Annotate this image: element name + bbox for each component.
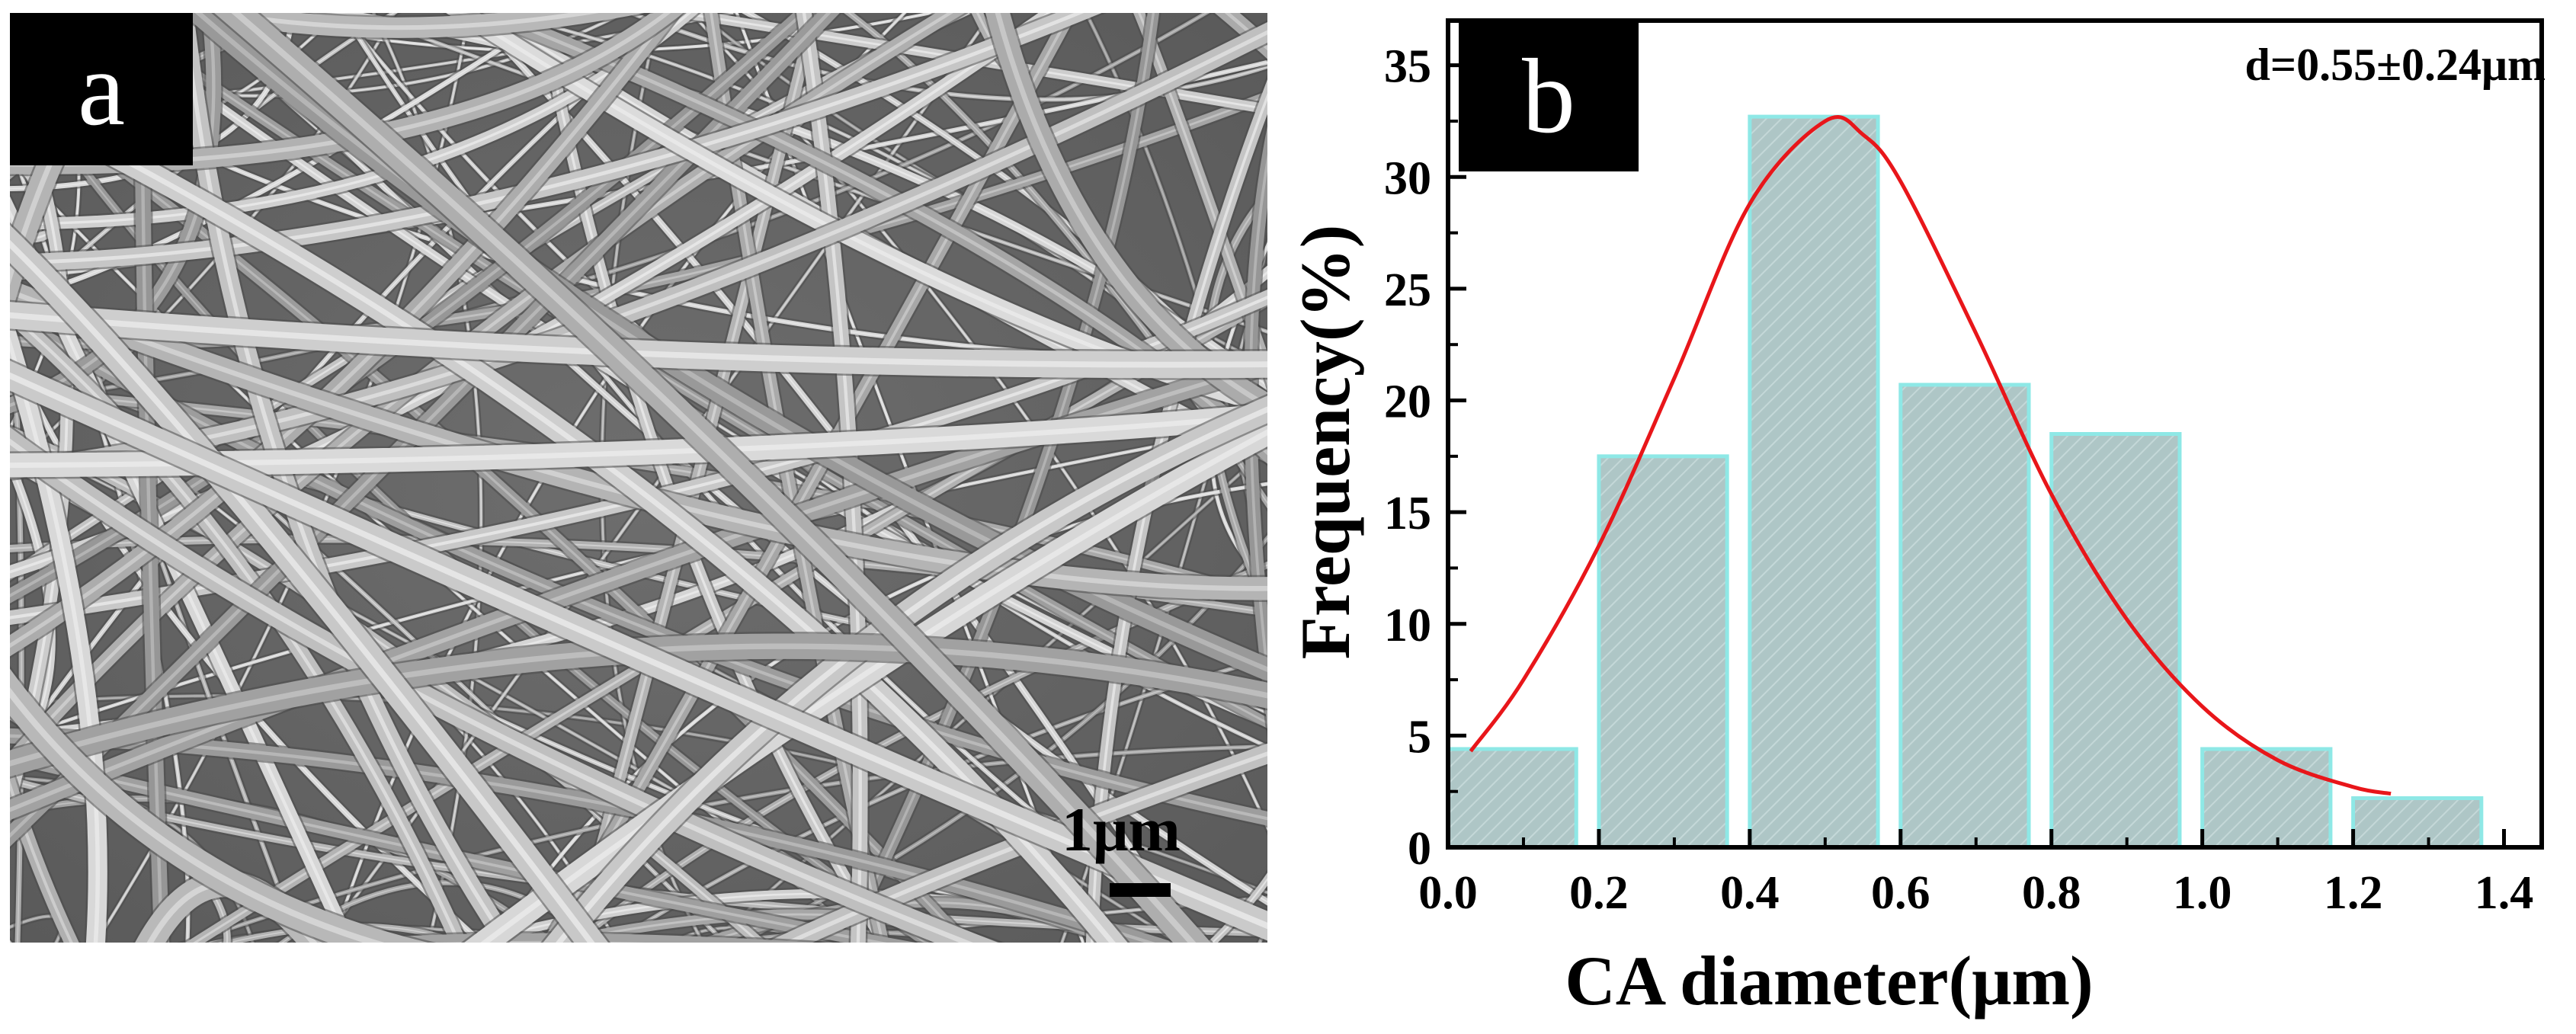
fiber-highlight: [10, 239, 595, 943]
fiber-highlight: [10, 438, 973, 943]
x-tick-label: 0.6: [1871, 867, 1930, 919]
y-tick-label: 0: [1408, 823, 1431, 875]
fiber-highlight: [231, 13, 1197, 943]
histogram-chart: 0.0 0.2 0.4 0.6 0.8 1.0 1.2 1.4 0 5 10 15 20 25 30 35 d…: [1286, 18, 2546, 1020]
fiber-highlight: [10, 312, 1267, 368]
sem-micrograph: a 1μm: [10, 13, 1267, 943]
histogram-bar-5: [2200, 747, 2333, 850]
fiber-highlight: [10, 13, 673, 648]
fiber-highlight: [1224, 13, 1267, 51]
x-tick-label: 0.4: [1720, 867, 1780, 919]
y-tick-label: 35: [1384, 41, 1431, 93]
fiber-highlight: [10, 289, 1267, 591]
plot-frame: [1446, 18, 2544, 850]
fiber-highlight: [207, 13, 599, 30]
histogram-bar-2: [1748, 114, 1880, 850]
y-tick-label: 5: [1408, 711, 1431, 763]
fiber-highlight: [10, 687, 385, 943]
histogram-panel: 0.0 0.2 0.4 0.6 0.8 1.0 1.2 1.4 0 5 10 15 20 25 30 35 d…: [1280, 0, 2576, 1034]
histogram-bar-1: [1597, 454, 1729, 850]
fiber-network-image: [10, 13, 1267, 943]
scale-bar-label: 1μm: [1062, 795, 1181, 864]
fiber-highlight: [629, 13, 1267, 101]
scale-bar: [1110, 883, 1171, 897]
x-tick-label: 1.4: [2475, 867, 2534, 919]
fiber-highlight: [553, 913, 988, 943]
fiber-highlight: [104, 13, 1267, 725]
histogram-bar-3: [1898, 383, 2031, 850]
stats-annotation: d=0.55±0.24μm: [2245, 40, 2546, 90]
x-axis-label: CA diameter(μm): [1565, 942, 2093, 1020]
y-tick-label: 10: [1384, 600, 1431, 651]
x-tick-label: 0.2: [1569, 867, 1629, 919]
x-tick-label: 0.8: [2022, 867, 2081, 919]
x-tick-label: 1.0: [2173, 867, 2232, 919]
histogram-bar-6: [2351, 796, 2484, 850]
y-tick-label: 15: [1384, 488, 1431, 539]
fiber-highlight: [194, 13, 1267, 673]
x-tick-label: 1.2: [2324, 867, 2383, 919]
fiber-highlight: [995, 13, 1267, 409]
panel-label-a: a: [10, 13, 193, 165]
y-tick-label: 25: [1384, 264, 1431, 316]
y-tick-label: 30: [1384, 152, 1431, 204]
panel-label-b: b: [1459, 22, 1639, 171]
y-axis-label: Frequency(%): [1286, 225, 1364, 660]
histogram-bar-4: [2049, 432, 2182, 850]
gaussian-fit-curve: [1469, 115, 2392, 796]
x-tick-label: 0.0: [1418, 867, 1478, 919]
histogram-bar-0: [1446, 747, 1578, 850]
fiber-highlight: [10, 780, 73, 943]
y-tick-label: 20: [1384, 376, 1431, 428]
